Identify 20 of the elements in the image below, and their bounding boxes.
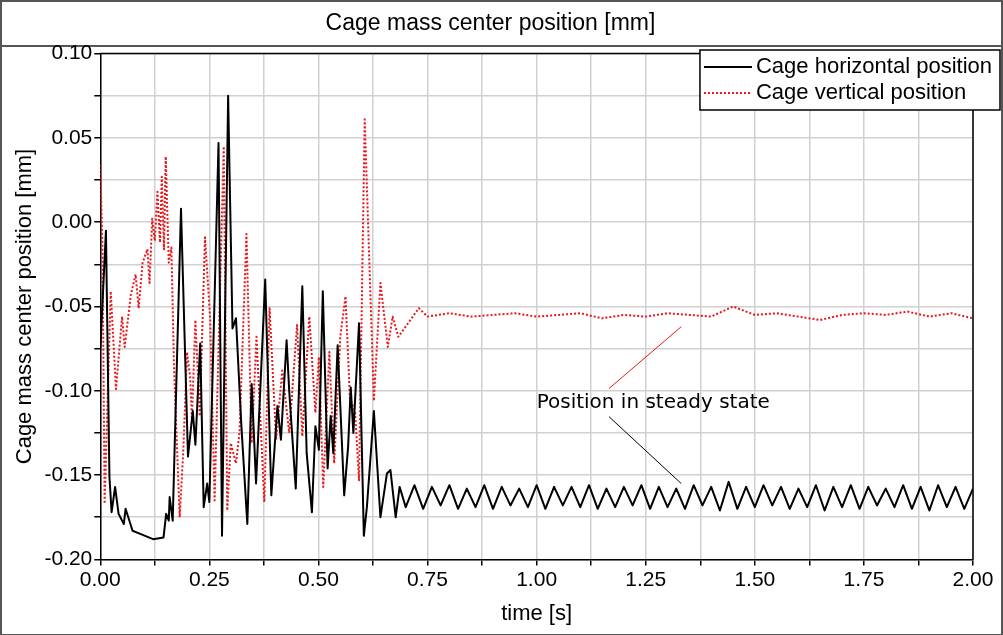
x-axis-title: time [s] — [501, 599, 573, 625]
x-tick-label: 1.25 — [625, 566, 667, 590]
y-tick-label: 0.00 — [51, 209, 93, 232]
y-tick-label: 0.05 — [51, 124, 93, 148]
x-tick-label: 1.75 — [843, 566, 885, 590]
annotation: Position in steady state — [536, 388, 770, 413]
legend-label: Cage horizontal position — [755, 53, 993, 79]
x-tick-label: 2.00 — [952, 566, 994, 590]
legend-label: Cage vertical position — [755, 79, 967, 105]
y-tick-label: 0.10 — [51, 40, 93, 64]
y-tick-label: -0.10 — [44, 377, 93, 401]
chart-title: Cage mass center position [mm] — [325, 9, 656, 36]
y-axis-title: Cage mass center position [mm] — [11, 148, 37, 465]
x-tick-label: 0.50 — [298, 566, 339, 590]
y-tick-label: -0.15 — [44, 461, 93, 485]
x-tick-label: 0.25 — [188, 566, 230, 590]
y-tick-label: -0.05 — [44, 293, 93, 317]
x-tick-label: 1.50 — [734, 566, 776, 590]
x-tick-label: 1.00 — [516, 566, 558, 590]
x-tick-label: 0.75 — [407, 566, 448, 590]
